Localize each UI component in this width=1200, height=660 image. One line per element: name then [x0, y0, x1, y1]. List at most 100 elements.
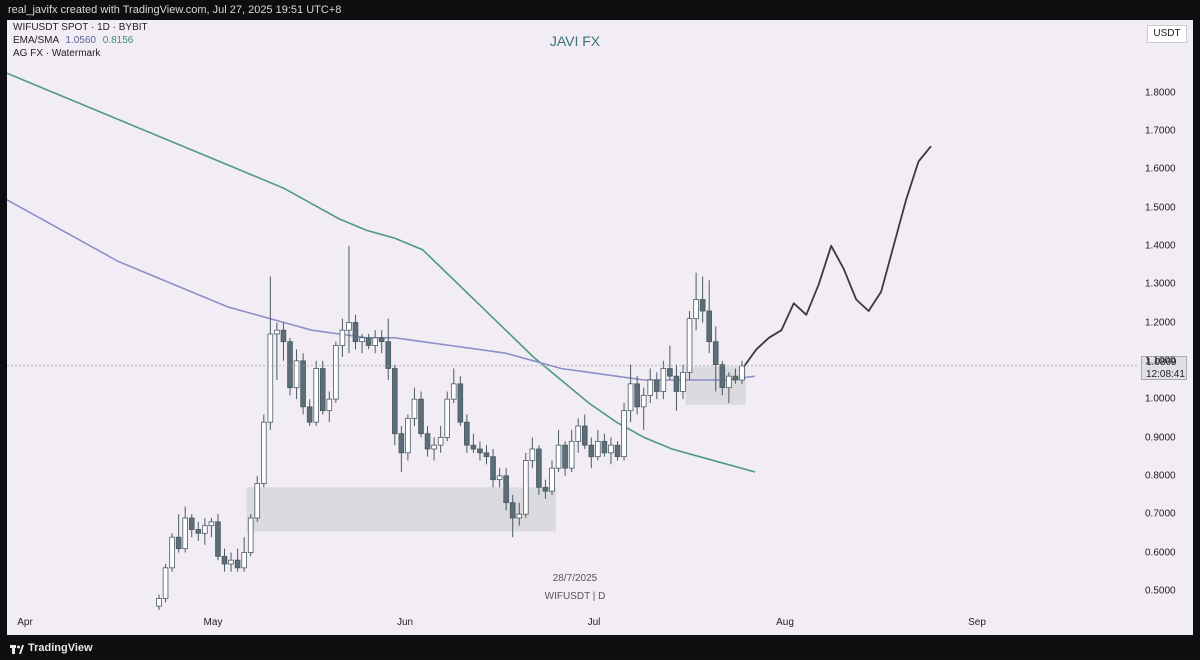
candle-body	[188, 517, 195, 530]
price-tick-label: 1.8000	[1145, 87, 1176, 98]
candlestick-series	[156, 245, 745, 610]
candle-body	[660, 368, 667, 392]
candle-body	[503, 475, 509, 504]
candle-body	[365, 337, 372, 346]
price-tick-label: 0.9000	[1145, 432, 1176, 443]
legend-indicator-line[interactable]: EMA/SMA 1.0560 0.8156	[13, 35, 133, 46]
price-tick-label: 1.1000	[1145, 355, 1176, 367]
price-tick-label: 1.4000	[1145, 240, 1176, 252]
candle-body	[260, 421, 267, 484]
tradingview-brand: TradingView	[28, 642, 93, 654]
last-price-value: 1.0869	[1146, 357, 1177, 368]
candle-body	[680, 371, 686, 392]
candle-body	[654, 379, 660, 392]
candle-body	[726, 375, 732, 389]
candle-body	[162, 567, 169, 599]
indicator-name: EMA/SMA	[13, 35, 59, 46]
candle-body	[424, 433, 431, 450]
candle-body	[267, 333, 274, 423]
candle-body	[378, 337, 385, 343]
currency-selector[interactable]: USDT	[1147, 25, 1187, 43]
candle-body	[182, 517, 189, 550]
projection-line	[743, 145, 932, 368]
legend-watermark-line[interactable]: AG FX · Watermark	[13, 48, 101, 59]
candle-body	[732, 375, 739, 381]
candle-body	[712, 341, 719, 366]
candle-body	[477, 448, 483, 454]
candle-body	[418, 398, 424, 435]
candle-body	[313, 368, 319, 423]
candle-body	[595, 440, 601, 458]
candle-body	[274, 329, 280, 335]
price-tick-label: 1.3000	[1145, 278, 1176, 290]
candle-body	[496, 475, 503, 481]
candle-body	[431, 444, 437, 450]
candle-body	[300, 360, 306, 408]
candle-body	[562, 444, 568, 469]
bottom-brand-bar: TradingView	[0, 638, 1200, 660]
last-price-tag: 1.0869 12:08:41	[1141, 356, 1187, 380]
sma-line	[7, 199, 756, 381]
candle-body	[523, 460, 529, 515]
candle-body	[169, 536, 175, 569]
price-tick-label: 1.2000	[1145, 317, 1176, 328]
time-tick-label: Jun	[396, 617, 414, 628]
candle-body	[614, 444, 621, 458]
candle-body	[352, 322, 359, 343]
candle-body	[228, 559, 234, 565]
price-projection	[7, 145, 1137, 368]
candle-body	[699, 299, 706, 312]
candle-body	[156, 598, 162, 607]
time-tick-label: Jul	[587, 617, 601, 628]
candle-body	[608, 444, 614, 454]
candle-body	[293, 360, 300, 389]
candle-body	[529, 448, 536, 461]
candle-body	[254, 483, 261, 519]
candle-body	[568, 440, 575, 469]
legend-symbol-line[interactable]: WIFUSDT SPOT · 1D · BYBIT	[13, 22, 148, 33]
price-chart[interactable]: JAVI FX 28/7/2025 WIFUSDT | D	[7, 20, 1193, 635]
candle-body	[241, 552, 247, 569]
price-tick-label: 0.6000	[1145, 547, 1176, 558]
price-tick-label: 0.7000	[1145, 508, 1176, 520]
candle-body	[542, 486, 549, 492]
candle-body	[588, 444, 595, 458]
ema-value: 1.0560	[65, 35, 96, 46]
candle-body	[280, 329, 287, 343]
candle-body	[234, 559, 241, 569]
candle-body	[706, 310, 712, 343]
candle-body	[385, 341, 392, 369]
top-caption-bar: real_javifx created with TradingView.com…	[0, 0, 1200, 20]
time-tick-label: Aug	[776, 617, 794, 628]
ema-line	[7, 72, 756, 473]
price-tick-label: 0.5000	[1145, 585, 1176, 597]
candle-body	[647, 379, 654, 396]
candle-body	[319, 368, 326, 412]
time-tick-label: Sep	[968, 617, 986, 628]
candle-body	[398, 433, 405, 454]
price-tick-label: 1.7000	[1145, 125, 1176, 137]
time-tick-label: Apr	[17, 617, 33, 628]
candle-body	[483, 452, 490, 458]
candle-body	[686, 318, 693, 373]
chart-watermark-title: JAVI FX	[550, 33, 601, 49]
footer-symbol-stamp: WIFUSDT | D	[545, 591, 606, 602]
candle-body	[667, 368, 673, 377]
candle-body	[464, 421, 470, 446]
candle-body	[549, 467, 555, 492]
moving-average-lines	[7, 72, 756, 473]
price-tick-label: 1.6000	[1145, 163, 1176, 175]
tradingview-logo-icon	[10, 645, 24, 654]
price-tick-label: 1.0000	[1145, 393, 1176, 405]
candle-body	[601, 440, 608, 454]
candle-body	[346, 322, 352, 331]
candle-body	[215, 521, 221, 557]
candle-body	[575, 425, 581, 442]
candle-body	[509, 502, 516, 519]
candle-body	[516, 513, 523, 519]
candle-body	[175, 536, 182, 550]
candle-body	[195, 529, 202, 534]
candle-body	[693, 299, 699, 320]
candle-body	[247, 517, 254, 553]
candle-body	[391, 368, 398, 435]
